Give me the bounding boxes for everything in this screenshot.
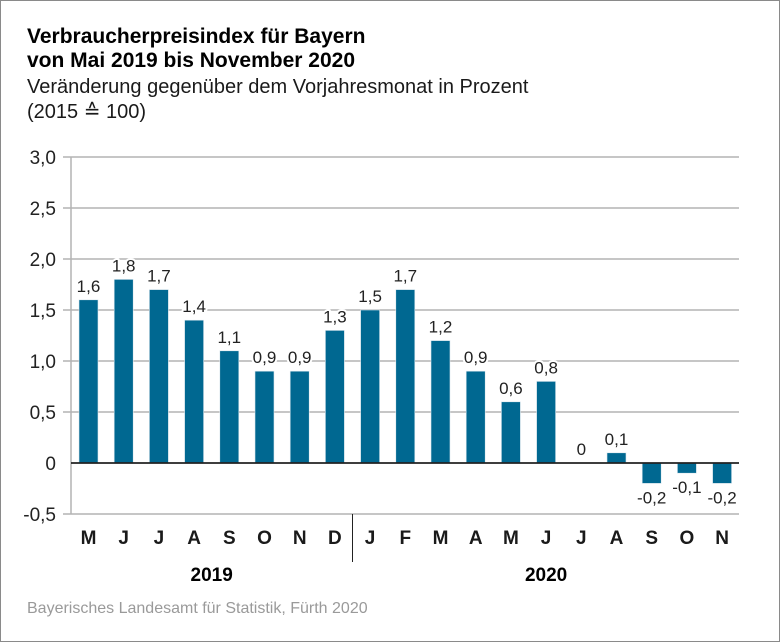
y-tick-label: 1,5 [30, 301, 56, 322]
value-label: 1,2 [429, 318, 453, 337]
bar [78, 299, 99, 464]
y-tick-label: 0 [45, 454, 56, 475]
y-tick-label: 0,5 [30, 403, 56, 424]
x-category-label: M [433, 528, 449, 549]
x-category-label: D [328, 528, 342, 549]
bar [430, 340, 451, 464]
value-label: 1,5 [358, 287, 382, 306]
y-tick-label: -0,5 [23, 505, 56, 526]
bar [606, 452, 627, 464]
title-line-2: von Mai 2019 bis November 2020 [27, 49, 355, 72]
value-label: 1,3 [323, 307, 347, 326]
x-category-label: J [118, 528, 129, 549]
bar [325, 330, 345, 464]
x-category-label: J [541, 528, 552, 549]
chart-subtitle: Veränderung gegenüber dem Vorjahresmonat… [27, 75, 528, 125]
value-label: 1,6 [77, 277, 101, 296]
y-tick-label: 2,0 [30, 250, 56, 271]
x-category-label: J [154, 528, 165, 549]
y-tick-label: 1,0 [30, 352, 56, 373]
title-line-1: Verbraucherpreisindex für Bayern [27, 25, 366, 48]
x-category-label: M [81, 528, 97, 549]
y-axis-ticks: -0,5 0 0,5 1,0 1,5 2,0 2,5 3,0 [23, 148, 56, 526]
value-label: 0,1 [605, 430, 629, 449]
x-category-label: M [503, 528, 519, 549]
x-category-label: F [399, 528, 411, 549]
bar [536, 381, 556, 464]
bar [149, 289, 169, 464]
value-label: 0,6 [499, 379, 523, 398]
bar [289, 370, 310, 464]
x-category-label: O [257, 528, 272, 549]
value-label: 0 [577, 440, 586, 459]
y-tick-label: 3,0 [30, 148, 56, 169]
x-category-label: A [187, 528, 201, 549]
year-label: 2020 [525, 565, 567, 586]
subtitle-line-2: (2015 ≙ 100) [27, 101, 147, 123]
value-label: -0,1 [672, 478, 701, 497]
chart-title: Verbraucherpreisindex für Bayern von Mai… [27, 25, 365, 73]
bar [501, 401, 521, 464]
subtitle-line-1: Veränderung gegenüber dem Vorjahresmonat… [27, 76, 529, 98]
x-category-label: O [680, 528, 695, 549]
bar [712, 462, 732, 484]
bar [395, 289, 416, 464]
source-note: Bayerisches Landesamt für Statistik, Für… [27, 600, 368, 617]
value-label: 0,8 [534, 358, 558, 377]
x-category-label: N [293, 528, 307, 549]
bars [71, 279, 739, 484]
bar [184, 319, 204, 464]
x-category-label: J [365, 528, 376, 549]
x-category-label: S [223, 528, 236, 549]
bar [465, 370, 486, 464]
y-tick-label: 2,5 [30, 199, 56, 220]
bar [219, 350, 240, 464]
bar [360, 309, 380, 464]
value-label: -0,2 [637, 488, 666, 507]
value-label: 1,8 [112, 256, 136, 275]
value-label: 0,9 [288, 348, 312, 367]
bar [641, 462, 662, 484]
value-label: 1,4 [182, 297, 206, 316]
x-category-label: N [715, 528, 729, 549]
gridlines [63, 156, 739, 515]
bar [113, 279, 134, 464]
value-label: -0,2 [707, 488, 736, 507]
value-label: 1,1 [217, 328, 241, 347]
bar [677, 462, 697, 474]
value-label: 1,7 [393, 267, 417, 286]
bar [254, 370, 275, 464]
value-labels: 1,6 1,8 1,7 1,4 1,1 0,9 0,9 1,3 1,5 1,7 1,2 0,9 0,6 0… [75, 254, 739, 509]
year-label: 2019 [191, 565, 233, 586]
x-category-label: A [610, 528, 624, 549]
year-groups: 2019 2020 [191, 514, 567, 586]
value-label: 0,9 [253, 348, 277, 367]
value-label: 1,7 [147, 267, 171, 286]
x-category-label: A [469, 528, 483, 549]
x-category-label: J [576, 528, 587, 549]
x-category-label: S [645, 528, 658, 549]
value-label: 0,9 [464, 348, 488, 367]
